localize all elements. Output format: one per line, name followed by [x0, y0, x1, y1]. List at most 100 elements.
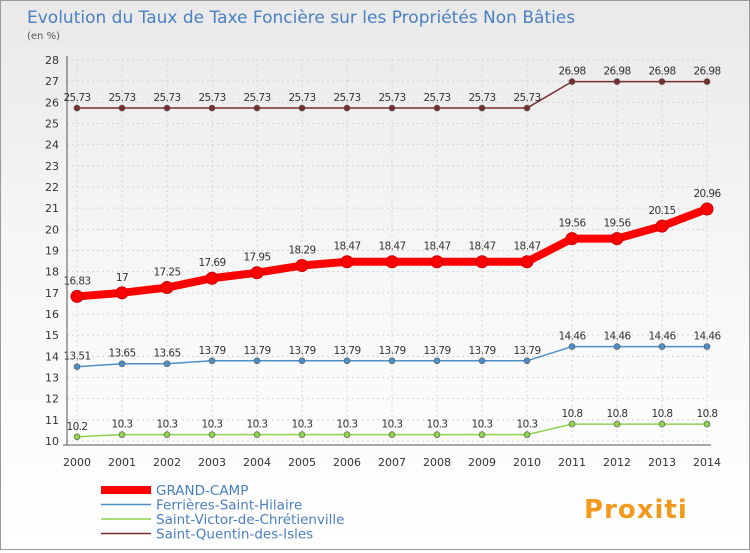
- data-point: [118, 104, 126, 112]
- data-point: [523, 104, 531, 112]
- data-label: 10.3: [292, 419, 313, 431]
- data-point: [253, 357, 261, 365]
- x-tick-label: 2000: [63, 456, 91, 469]
- x-tick-label: 2010: [513, 456, 541, 469]
- data-point: [613, 343, 621, 350]
- data-point: [205, 271, 219, 285]
- y-tick-label: 28: [45, 54, 59, 67]
- legend-label: GRAND-CAMP: [156, 483, 248, 499]
- data-label: 10.3: [472, 419, 493, 431]
- data-point: [340, 255, 354, 269]
- data-point: [568, 420, 576, 428]
- data-point: [523, 357, 531, 365]
- data-label: 10.3: [382, 419, 403, 431]
- data-label: 18.47: [513, 241, 540, 253]
- data-point: [658, 420, 666, 428]
- data-label: 10.2: [67, 421, 88, 433]
- data-label: 10.3: [202, 419, 223, 431]
- data-label: 13.79: [468, 345, 495, 357]
- y-tick-label: 14: [45, 350, 59, 363]
- data-point: [478, 357, 486, 365]
- data-point: [163, 104, 171, 112]
- data-point: [388, 104, 396, 112]
- data-point: [208, 357, 216, 365]
- x-tick-label: 2012: [603, 456, 631, 469]
- axes: 10 11 12 13 14 15 16 17 18 19 20 21 22 23 24 25 26 27 28 20…: [45, 54, 721, 469]
- x-tick-label: 2002: [153, 456, 181, 469]
- data-point: [568, 343, 576, 350]
- data-label: 20.15: [648, 205, 675, 217]
- data-point: [343, 431, 351, 438]
- data-label: 10.3: [337, 419, 358, 431]
- data-point: [433, 104, 441, 112]
- y-tick-label: 16: [45, 308, 59, 321]
- data-point: [703, 420, 711, 428]
- data-label: 17.69: [198, 257, 225, 269]
- y-tick-label: 13: [45, 372, 59, 385]
- data-label: 10.3: [247, 419, 268, 431]
- data-label: 25.73: [468, 92, 495, 104]
- data-point: [475, 255, 489, 269]
- x-tick-label: 2014: [693, 456, 721, 469]
- data-point: [118, 360, 126, 368]
- data-label: 25.73: [378, 92, 405, 104]
- data-label: 10.8: [652, 408, 673, 420]
- y-tick-label: 27: [45, 75, 59, 88]
- data-label: 18.47: [333, 241, 360, 253]
- y-tick-label: 26: [45, 96, 59, 109]
- data-label: 13.79: [513, 345, 540, 357]
- data-point: [298, 357, 306, 365]
- y-tick-label: 12: [45, 393, 59, 406]
- data-label: 18.29: [288, 245, 315, 257]
- data-point: [433, 357, 441, 365]
- legend: GRAND-CAMPFerrières-Saint-HilaireSaint-V…: [101, 483, 345, 543]
- y-tick-label: 19: [45, 245, 59, 258]
- data-label: 13.65: [108, 348, 135, 360]
- data-label: 18.47: [468, 241, 495, 253]
- y-tick-label: 22: [45, 181, 59, 194]
- y-tick-label: 11: [45, 414, 59, 427]
- data-point: [703, 78, 711, 85]
- data-point: [568, 78, 576, 85]
- watermark-text: Proxiti: [584, 495, 688, 525]
- data-label: 18.47: [378, 241, 405, 253]
- data-point: [703, 343, 711, 350]
- data-point: [700, 202, 714, 216]
- data-point: [565, 232, 579, 246]
- y-tick-label: 20: [45, 223, 59, 236]
- y-tick-label: 18: [45, 266, 59, 279]
- data-label: 26.98: [693, 66, 720, 78]
- data-point: [73, 363, 81, 371]
- y-tick-label: 15: [45, 329, 59, 342]
- data-point: [388, 357, 396, 365]
- data-label: 10.8: [697, 408, 718, 420]
- data-point: [208, 431, 216, 438]
- x-tick-label: 2006: [333, 456, 361, 469]
- data-label: 10.3: [517, 419, 538, 431]
- data-point: [208, 104, 216, 112]
- data-label: 20.96: [693, 188, 721, 200]
- data-label: 19.56: [603, 218, 631, 230]
- y-tick-label: 23: [45, 160, 59, 173]
- x-tick-label: 2005: [288, 456, 316, 469]
- data-label: 14.46: [558, 331, 586, 343]
- data-point: [478, 431, 486, 438]
- data-point: [658, 343, 666, 350]
- x-tick-label: 2009: [468, 456, 496, 469]
- data-point: [163, 431, 171, 438]
- data-point: [250, 266, 264, 280]
- y-axis-unit: (en %): [27, 31, 60, 42]
- data-label: 10.3: [112, 419, 133, 431]
- data-label: 10.8: [607, 408, 628, 420]
- data-point: [253, 431, 261, 438]
- data-label: 26.98: [558, 66, 585, 78]
- legend-label: Saint-Victor-de-Chrétienville: [156, 512, 345, 528]
- chart-title: Evolution du Taux de Taxe Foncière sur l…: [27, 8, 575, 28]
- data-point: [520, 255, 534, 269]
- data-point: [658, 78, 666, 85]
- data-label: 17.95: [243, 252, 270, 264]
- data-label: 26.98: [603, 66, 630, 78]
- proxiti-logo: Proxiti: [584, 495, 688, 525]
- data-point: [613, 420, 621, 428]
